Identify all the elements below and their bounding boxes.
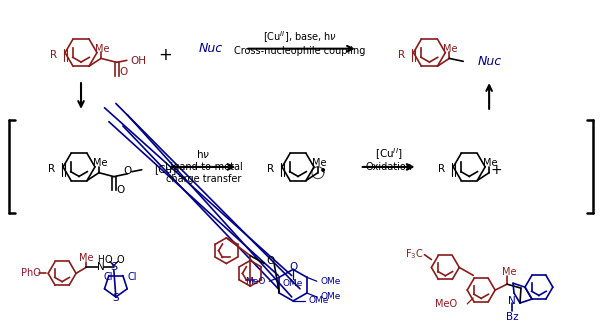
Text: R: R (50, 50, 57, 60)
Text: OMe: OMe (321, 293, 341, 302)
Text: +: + (490, 163, 502, 177)
Text: [Cu]: [Cu] (154, 164, 176, 174)
Text: OMe: OMe (283, 279, 303, 288)
Text: Nuc: Nuc (198, 42, 223, 55)
Text: Cl: Cl (103, 272, 113, 282)
Text: O: O (116, 255, 123, 265)
Text: O: O (289, 262, 297, 272)
Text: N: N (97, 262, 105, 272)
Text: +: + (159, 46, 173, 64)
Text: S: S (113, 293, 119, 303)
Text: N: N (508, 296, 516, 306)
Text: Me: Me (312, 158, 326, 168)
Text: [Cu$^{II}$]: [Cu$^{II}$] (374, 146, 403, 162)
Text: O: O (117, 185, 125, 195)
Text: OMe: OMe (309, 296, 329, 306)
Text: Cross-nucleophile coupling: Cross-nucleophile coupling (234, 46, 365, 56)
Text: PhO: PhO (21, 268, 41, 278)
Text: O: O (266, 256, 275, 266)
Text: Me: Me (95, 43, 109, 53)
Text: O: O (104, 255, 112, 265)
Text: R: R (48, 164, 55, 174)
Text: MeO: MeO (245, 277, 265, 286)
Text: H: H (98, 255, 104, 264)
Text: OMe: OMe (321, 277, 341, 286)
Text: Me: Me (79, 253, 93, 262)
Text: R: R (267, 164, 274, 174)
Text: S: S (110, 262, 117, 272)
Text: MeO: MeO (435, 299, 458, 309)
Text: h$\nu$: h$\nu$ (196, 148, 211, 160)
Text: OH: OH (131, 56, 147, 66)
Text: R: R (438, 164, 445, 174)
Text: Nuc: Nuc (477, 55, 501, 68)
Text: Bz: Bz (506, 312, 518, 322)
Text: Oxidation: Oxidation (365, 162, 412, 172)
Text: Me: Me (93, 158, 107, 168)
Text: Me: Me (483, 158, 497, 168)
Text: O: O (123, 166, 132, 176)
Text: O: O (120, 67, 128, 77)
Text: Me: Me (502, 267, 517, 277)
Text: Cl: Cl (127, 272, 137, 282)
Text: •: • (319, 164, 327, 178)
Text: Me: Me (443, 43, 458, 53)
Text: F$_3$C: F$_3$C (405, 247, 423, 260)
Text: [Cu$^{II}$], base, h$\nu$: [Cu$^{II}$], base, h$\nu$ (263, 29, 337, 45)
Text: charge transfer: charge transfer (166, 174, 241, 184)
Text: R: R (399, 50, 406, 60)
Text: Ligand-to-metal: Ligand-to-metal (164, 162, 243, 172)
